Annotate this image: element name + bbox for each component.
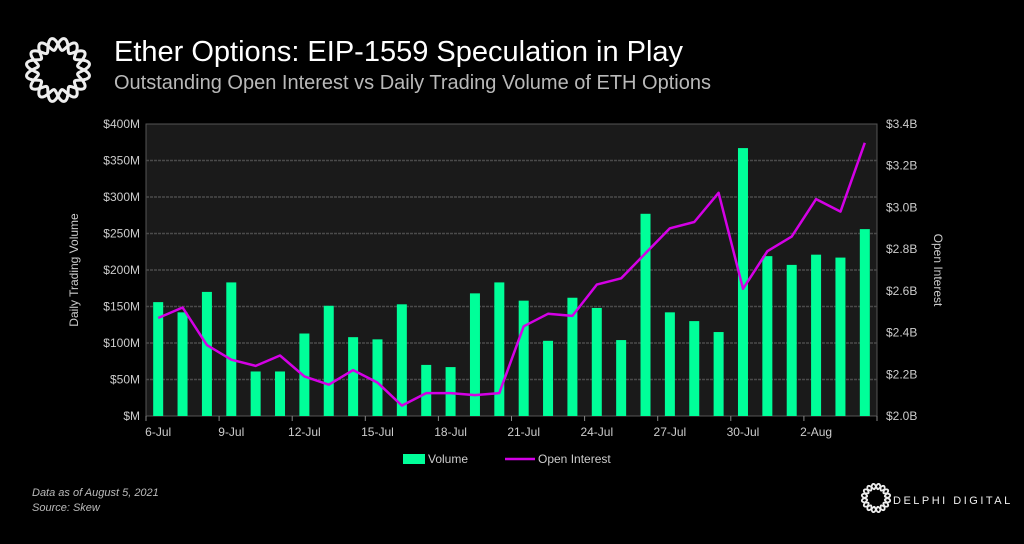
y-tick-label: $200M: [103, 263, 140, 277]
y2-tick-label: $2.0B: [886, 409, 917, 423]
volume-bar: [421, 364, 432, 416]
volume-bar: [543, 340, 554, 416]
y2-tick-label: $3.4B: [886, 117, 917, 131]
y2-tick-label: $2.8B: [886, 242, 917, 256]
y-tick-label: $150M: [103, 300, 140, 314]
volume-bar: [591, 307, 602, 416]
chart-title: Ether Options: EIP-1559 Speculation in P…: [114, 36, 684, 68]
y-tick-label: $350M: [103, 154, 140, 168]
volume-bar: [689, 321, 700, 416]
volume-bar: [396, 304, 407, 416]
legend-volume-swatch: [403, 454, 425, 464]
volume-bar: [835, 257, 846, 416]
volume-bar: [494, 282, 505, 416]
delphi-brand-logo-icon: [860, 482, 892, 514]
x-tick-label: 21-Jul: [507, 425, 540, 439]
volume-bar: [177, 312, 188, 416]
volume-bar: [469, 293, 480, 416]
volume-bar: [762, 256, 773, 416]
y-tick-label: $300M: [103, 190, 140, 204]
x-tick-label: 12-Jul: [288, 425, 321, 439]
volume-bar: [226, 282, 237, 416]
y2-tick-label: $3.2B: [886, 159, 917, 173]
x-tick-label: 9-Jul: [218, 425, 244, 439]
x-tick-label: 24-Jul: [580, 425, 613, 439]
volume-bar: [616, 340, 627, 416]
legend-oi-label: Open Interest: [538, 452, 611, 466]
legend: Volume Open Interest: [403, 452, 611, 466]
y-tick-label: $400M: [103, 117, 140, 131]
y-tick-label: $50M: [110, 373, 140, 387]
volume-bar: [250, 371, 261, 416]
y-tick-label: $100M: [103, 336, 140, 350]
volume-bar: [640, 213, 651, 416]
source-note: Source: Skew: [32, 502, 100, 514]
volume-bar: [445, 367, 456, 416]
x-tick-label: 6-Jul: [145, 425, 171, 439]
x-tick-label: 27-Jul: [654, 425, 687, 439]
y-axis-label: Daily Trading Volume: [67, 213, 81, 327]
volume-bar: [348, 337, 359, 416]
brand-name: DELPHI DIGITAL: [893, 495, 1013, 507]
volume-bar: [786, 264, 797, 416]
volume-bar: [518, 300, 529, 416]
volume-bar: [811, 254, 822, 416]
x-tick-label: 30-Jul: [727, 425, 760, 439]
volume-bar: [201, 291, 212, 416]
y2-tick-label: $2.4B: [886, 326, 917, 340]
volume-bar: [713, 332, 724, 416]
x-tick-label: 18-Jul: [434, 425, 467, 439]
legend-volume-label: Volume: [428, 452, 468, 466]
y2-axis-label: Open Interest: [931, 234, 945, 307]
x-tick-label: 15-Jul: [361, 425, 394, 439]
volume-bar: [737, 148, 748, 416]
volume-bar: [323, 305, 334, 416]
open-interest-line: [157, 142, 866, 407]
delphi-logo-icon: [25, 37, 91, 103]
volume-bar: [372, 339, 383, 416]
chart-subtitle: Outstanding Open Interest vs Daily Tradi…: [114, 72, 711, 94]
x-tick-label: 2-Aug: [800, 425, 832, 439]
y2-tick-label: $3.0B: [886, 200, 917, 214]
volume-bar: [859, 229, 870, 416]
volume-bar: [664, 312, 675, 416]
y-tick-label: $250M: [103, 227, 140, 241]
volume-bar: [567, 297, 578, 416]
y-tick-label: $M: [123, 409, 140, 423]
volume-bar: [275, 371, 286, 416]
y2-tick-label: $2.2B: [886, 367, 917, 381]
data-note: Data as of August 5, 2021: [32, 487, 159, 499]
y2-tick-label: $2.6B: [886, 284, 917, 298]
volume-bar: [153, 302, 164, 416]
